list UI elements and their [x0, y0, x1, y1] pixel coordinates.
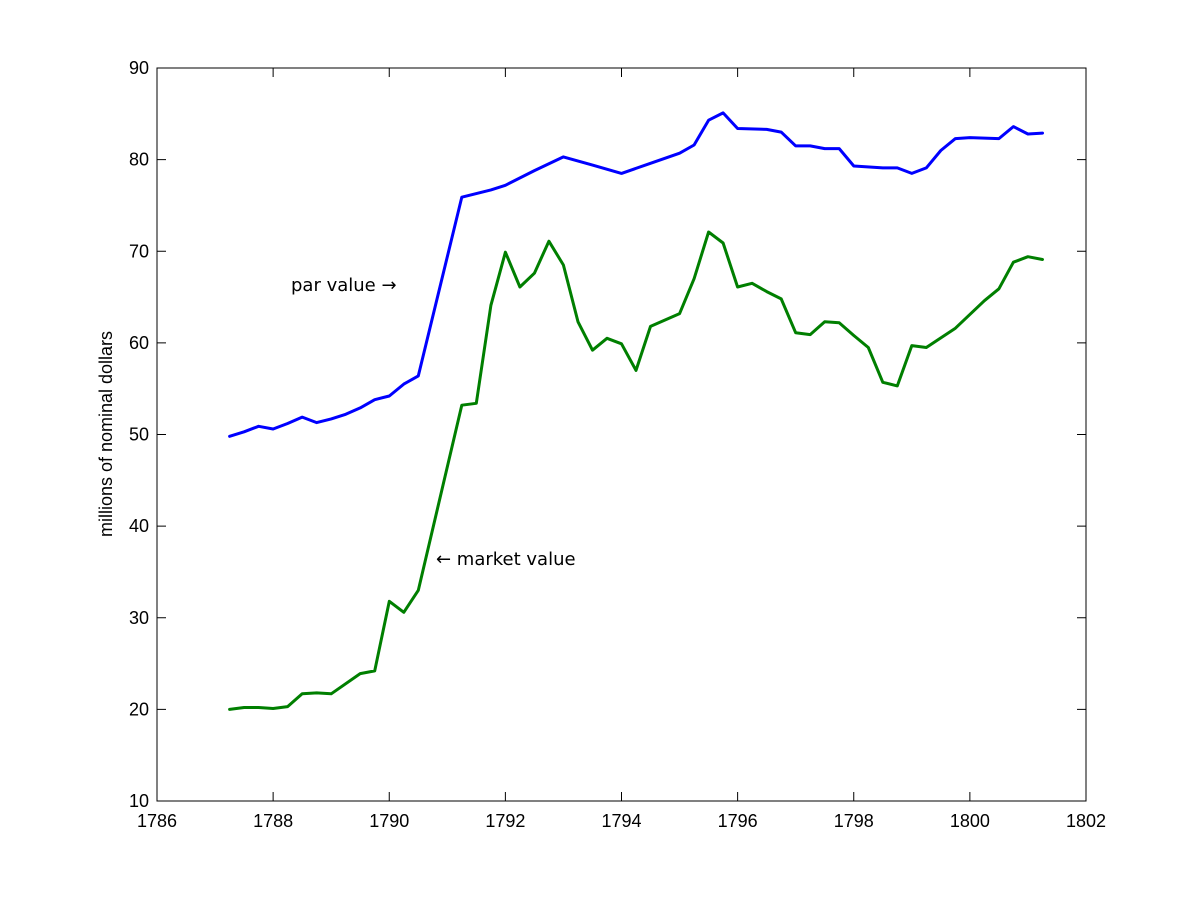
- x-tick-label: 1798: [834, 811, 874, 831]
- x-tick-label: 1800: [950, 811, 990, 831]
- y-tick-label: 10: [129, 791, 149, 811]
- y-axis-label: millions of nominal dollars: [96, 331, 116, 537]
- y-tick-label: 40: [129, 516, 149, 536]
- y-tick-label: 60: [129, 333, 149, 353]
- y-tick-label: 80: [129, 150, 149, 170]
- annotation-market-value: ← market value: [436, 549, 576, 570]
- y-tick-label: 70: [129, 241, 149, 261]
- y-tick-labels: 10 20 30 40 50 60 70 80 90: [129, 58, 149, 811]
- axis-ticks: [156, 67, 1087, 802]
- x-tick-label: 1794: [601, 811, 641, 831]
- y-tick-label: 20: [129, 699, 149, 719]
- x-tick-label: 1790: [369, 811, 409, 831]
- series-line-par-value: [228, 111, 1044, 438]
- x-tick-label: 1792: [485, 811, 525, 831]
- series-line-market-value: [228, 230, 1044, 711]
- plot-frame: [156, 67, 1087, 802]
- y-tick-label: 90: [129, 58, 149, 78]
- x-tick-label: 1786: [137, 811, 177, 831]
- x-tick-labels: 1786 1788 1790 1792 1794 1796 1798 1800 1802: [137, 811, 1106, 831]
- x-tick-label: 1788: [253, 811, 293, 831]
- y-tick-label: 50: [129, 425, 149, 445]
- x-tick-label: 1796: [718, 811, 758, 831]
- series-layer: [228, 111, 1044, 711]
- x-tick-label: 1802: [1066, 811, 1106, 831]
- y-tick-label: 30: [129, 608, 149, 628]
- annotation-par-value: par value →: [291, 275, 397, 296]
